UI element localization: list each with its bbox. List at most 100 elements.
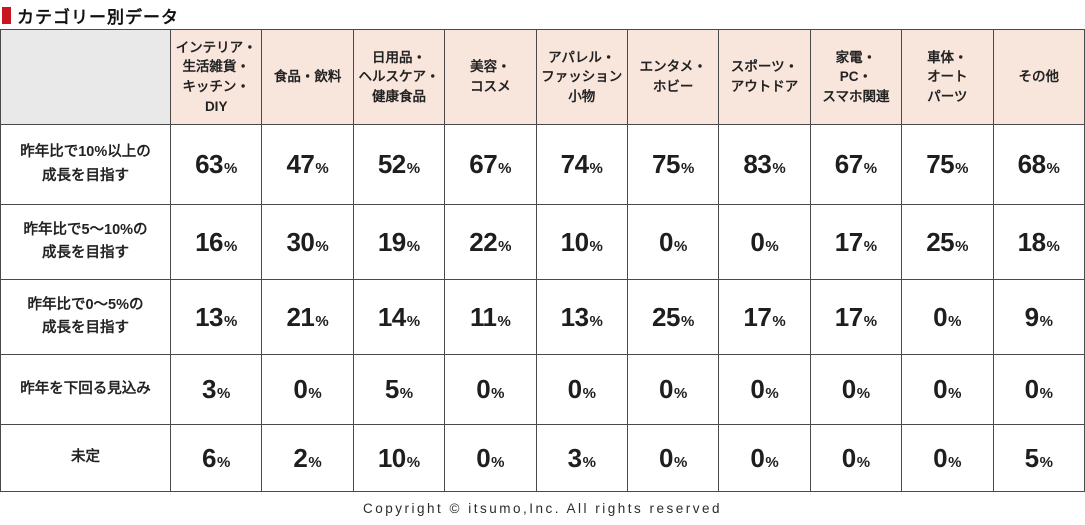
value-cell: 21% — [261, 279, 354, 355]
value-number: 0 — [750, 442, 765, 473]
column-header: スポーツ・ アウトドア — [718, 29, 811, 125]
percent-sign: % — [498, 237, 512, 255]
value-cell: 67% — [809, 124, 903, 205]
corner-cell — [0, 29, 171, 125]
value-cell: 25% — [901, 204, 994, 280]
percent-sign: % — [673, 237, 688, 255]
value-number: 68 — [1017, 149, 1046, 179]
row-label: 昨年比で10%以上の 成長を目指す — [0, 124, 171, 205]
value-number: 0 — [567, 374, 582, 404]
value-number: 13 — [560, 301, 589, 332]
value-cell: 0% — [261, 354, 354, 425]
percent-sign: % — [1046, 160, 1060, 177]
value-cell: 17% — [809, 279, 903, 355]
value-cell: 2% — [261, 424, 354, 492]
percent-sign: % — [948, 312, 962, 330]
percent-sign: % — [406, 312, 421, 330]
value-cell: 10% — [352, 424, 446, 492]
percent-sign: % — [223, 237, 238, 255]
value-cell: 68% — [992, 124, 1085, 205]
value-number: 10 — [377, 442, 406, 473]
category-data-table: インテリア・ 生活雑貨・ キッチン・ DIY 食品・飲料 日用品・ ヘルスケア・ 健… — [0, 29, 1085, 492]
value-cell: 67% — [444, 124, 537, 205]
row-label: 昨年比で0〜5%の 成長を目指す — [0, 279, 171, 355]
value-number: 0 — [293, 374, 308, 404]
percent-sign: % — [589, 312, 603, 330]
red-square-bullet-icon — [2, 6, 11, 24]
percent-sign: % — [589, 237, 603, 255]
percent-sign: % — [680, 160, 695, 177]
value-cell: 0% — [535, 354, 628, 425]
value-number: 11 — [469, 301, 497, 332]
value-number: 52 — [377, 149, 406, 179]
percent-sign: % — [673, 385, 688, 402]
value-number: 25 — [926, 226, 955, 257]
percent-sign: % — [217, 453, 231, 471]
percent-sign: % — [863, 237, 878, 255]
percent-sign: % — [582, 453, 596, 471]
value-number: 75 — [652, 149, 680, 179]
percent-sign: % — [589, 160, 603, 177]
table-row: 昨年比で10%以上の 成長を目指す 63% 47% 52% 67% 74% 75% 83% 67… — [0, 124, 1085, 205]
value-cell: 75% — [626, 124, 720, 205]
percent-sign: % — [399, 385, 414, 402]
value-number: 14 — [377, 301, 406, 332]
value-cell: 0% — [718, 354, 811, 425]
value-cell: 18% — [992, 204, 1085, 280]
percent-sign: % — [863, 160, 878, 177]
value-cell: 13% — [535, 279, 628, 355]
value-cell: 63% — [169, 124, 263, 205]
value-cell: 0% — [809, 354, 903, 425]
column-header: 車体・ オート パーツ — [901, 29, 994, 125]
value-cell: 3% — [169, 354, 263, 425]
value-cell: 3% — [535, 424, 628, 492]
percent-sign: % — [673, 453, 688, 471]
value-cell: 16% — [169, 204, 263, 280]
percent-sign: % — [497, 312, 511, 330]
value-number: 16 — [195, 226, 223, 257]
percent-sign: % — [1039, 453, 1053, 471]
percent-sign: % — [491, 453, 505, 471]
column-header: その他 — [992, 29, 1085, 125]
value-cell: 10% — [535, 204, 628, 280]
value-cell: 25% — [626, 279, 720, 355]
value-cell: 0% — [626, 354, 720, 425]
value-number: 0 — [658, 374, 673, 404]
value-number: 74 — [560, 149, 589, 179]
percent-sign: % — [315, 312, 329, 330]
percent-sign: % — [955, 160, 969, 177]
value-number: 18 — [1017, 226, 1046, 257]
value-cell: 9% — [992, 279, 1085, 355]
percent-sign: % — [948, 453, 962, 471]
value-number: 30 — [286, 226, 315, 257]
table-row: 昨年比で0〜5%の 成長を目指す 13% 21% 14% 11% 13% 25% 17% 17%… — [0, 279, 1085, 355]
percent-sign: % — [498, 160, 512, 177]
value-number: 3 — [567, 442, 582, 473]
page-title: カテゴリー別データ — [17, 7, 179, 27]
value-cell: 14% — [352, 279, 446, 355]
value-number: 17 — [834, 226, 863, 257]
value-number: 3 — [202, 374, 216, 404]
value-number: 0 — [841, 374, 856, 404]
value-number: 6 — [202, 442, 216, 473]
row-label: 昨年を下回る見込み — [0, 354, 171, 425]
value-number: 5 — [384, 374, 399, 404]
percent-sign: % — [1039, 385, 1053, 402]
value-number: 47 — [286, 149, 315, 179]
value-cell: 5% — [992, 424, 1085, 492]
percent-sign: % — [765, 385, 779, 402]
table-row: 昨年を下回る見込み 3% 0% 5% 0% 0% 0% 0% 0% 0% 0% — [0, 354, 1085, 425]
percent-sign: % — [308, 453, 322, 471]
value-number: 19 — [377, 226, 406, 257]
table-row: 未定 6% 2% 10% 0% 3% 0% 0% 0% 0% 5% — [0, 424, 1085, 492]
row-label: 昨年比で5〜10%の 成長を目指す — [0, 204, 171, 280]
value-number: 83 — [743, 149, 772, 179]
value-number: 0 — [841, 442, 856, 473]
value-cell: 19% — [352, 204, 446, 280]
value-number: 67 — [469, 149, 498, 179]
percent-sign: % — [772, 312, 786, 330]
value-number: 17 — [743, 301, 772, 332]
percent-sign: % — [1039, 312, 1053, 330]
value-cell: 30% — [261, 204, 354, 280]
